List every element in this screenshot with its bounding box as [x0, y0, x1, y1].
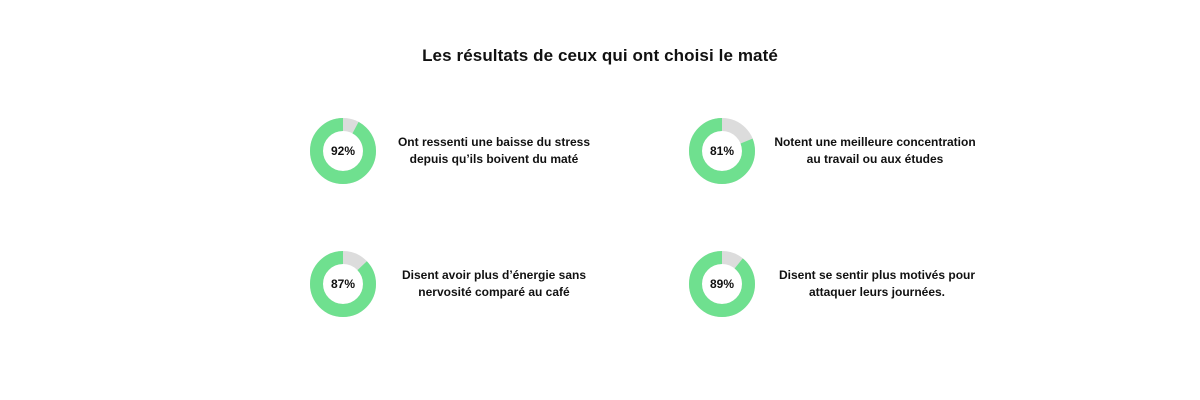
stat-item: 87% Disent avoir plus d’énergie sans ner…	[310, 251, 630, 321]
donut-fill	[689, 118, 755, 184]
stat-description-line: nervosité comparé au café	[418, 285, 570, 299]
percentage-label: 92%	[330, 144, 356, 158]
stat-description-line: Disent se sentir plus motivés pour	[778, 268, 976, 282]
donut-chart: 81%	[689, 118, 755, 184]
stat-description: Disent se sentir plus motivés pour attaq…	[767, 267, 987, 301]
percentage-label: 89%	[709, 277, 735, 291]
page-title: Les résultats de ceux qui ont choisi le …	[422, 46, 778, 65]
stat-description-line: attaquer leurs journées.	[808, 285, 946, 299]
stat-description-line: Notent une meilleure concentration	[774, 135, 976, 149]
stat-item: 89% Disent se sentir plus motivés pour a…	[689, 251, 1009, 321]
stat-description-line: depuis qu’ils boivent du maté	[409, 152, 579, 166]
percentage-label: 87%	[330, 277, 356, 291]
stat-description-line: Ont ressenti une baisse du stress	[397, 135, 591, 149]
donut-chart: 89%	[689, 251, 755, 317]
stat-item: 92% Ont ressenti une baisse du stress de…	[310, 118, 630, 188]
donut-fill	[310, 118, 376, 184]
donut-fill	[310, 251, 376, 317]
stat-description: Ont ressenti une baisse du stress depuis…	[388, 134, 600, 168]
percentage-label: 81%	[709, 144, 735, 158]
stat-description-line: Disent avoir plus d’énergie sans	[401, 268, 587, 282]
donut-fill	[689, 251, 755, 317]
stat-description: Disent avoir plus d’énergie sans nervosi…	[386, 267, 602, 301]
donut-chart: 87%	[310, 251, 376, 317]
stat-description: Notent une meilleure concentration au tr…	[764, 134, 986, 168]
donut-chart: 92%	[310, 118, 376, 184]
stat-description-line: au travail ou aux études	[806, 152, 944, 166]
stat-item: 81% Notent une meilleure concentration a…	[689, 118, 1009, 188]
